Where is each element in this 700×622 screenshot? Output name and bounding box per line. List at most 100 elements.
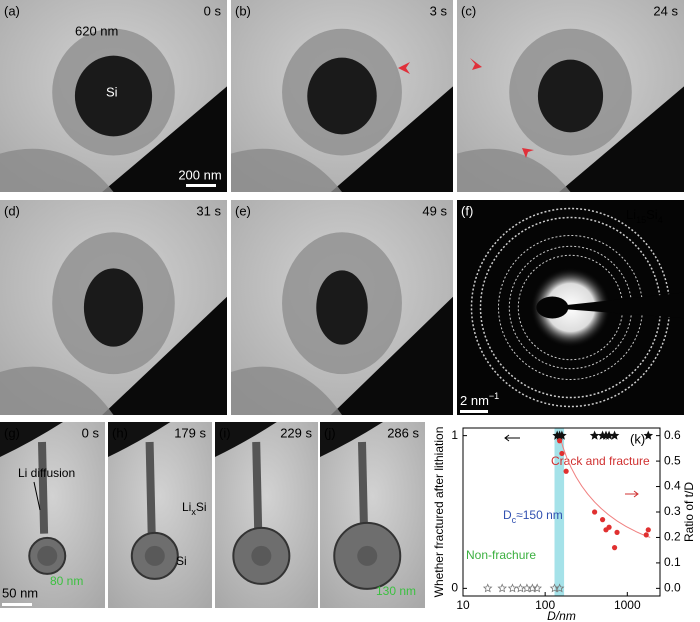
panel-time: 0 s (204, 3, 222, 18)
substrate (559, 86, 684, 192)
annotation-part: c (512, 515, 517, 525)
substrate-edge (0, 366, 114, 415)
panel-time: 24 s (653, 3, 678, 18)
arrow-right (625, 490, 639, 498)
panel-label: (d) (4, 203, 20, 218)
critical-band (554, 428, 565, 596)
data-point (482, 583, 493, 593)
annotation: Non-frachure (466, 548, 536, 562)
panel-label: (e) (235, 203, 251, 218)
scale-label: 50 nm (2, 585, 38, 600)
annotation-part: ≈150 nm (516, 508, 563, 522)
substrate (108, 422, 171, 457)
substrate (0, 422, 63, 457)
arrowhead (398, 62, 410, 74)
nanowire (358, 441, 369, 534)
data-point (497, 583, 507, 593)
particle-core (316, 270, 368, 345)
size-label: 130 nm (376, 584, 416, 598)
particle-core (357, 545, 378, 566)
particle-core (307, 57, 377, 135)
diffusion-arrow (33, 481, 41, 511)
panel-label: (i) (219, 425, 231, 440)
x-tick-label: 100 (535, 598, 555, 612)
shell-label-part: Li (182, 500, 191, 514)
panel-time: 3 s (430, 3, 448, 18)
panel-label: (a) (4, 3, 20, 18)
data-point (507, 583, 518, 593)
beam-stop (543, 292, 684, 319)
data-point (563, 468, 569, 474)
panel-label: (h) (112, 425, 128, 440)
panels: (a) 0 s (b) 3 s (c) 24 s (d) 31 s (e) 49 s (f) (g) 0… (0, 0, 684, 608)
y2-tick-label: 0.6 (664, 428, 681, 442)
data-point (557, 430, 567, 440)
particle-core (83, 268, 144, 347)
substrate (102, 296, 227, 415)
tem-image (0, 422, 105, 608)
scale-label: 200 nm (178, 167, 221, 182)
substrate-edge (457, 148, 571, 192)
y2-tick-label: 0.1 (664, 555, 681, 569)
scale-label-part: −1 (489, 391, 499, 401)
phase-label: Li15Si4 (626, 207, 663, 225)
y2-tick-label: 0.0 (664, 581, 681, 595)
nanowire (145, 441, 156, 534)
y-axis-label: Whether fractured after lithiation (432, 427, 446, 598)
substrate (102, 86, 227, 192)
scale-label-part: 2 nm (460, 393, 489, 408)
panel-label: (k) (630, 431, 645, 446)
particle-core (251, 545, 272, 566)
substrate (320, 422, 383, 457)
data-point (589, 430, 600, 440)
substrate (330, 86, 453, 192)
scale-bar (460, 410, 488, 413)
data-point (643, 532, 649, 538)
panel-label: (c) (461, 3, 476, 18)
data-point (611, 545, 618, 551)
beam-stop-tip (536, 296, 569, 319)
arrowhead (522, 148, 534, 158)
y-tick-label: 0 (451, 581, 458, 595)
substrate-edge (0, 148, 114, 192)
core-label: Si (176, 554, 187, 568)
particle-core (144, 545, 165, 566)
substrate (330, 296, 453, 415)
diffusion-label: Li diffusion (18, 466, 75, 480)
y2-tick-label: 0.5 (664, 453, 681, 467)
panel-time: 179 s (174, 425, 206, 440)
phase-label-part: 4 (658, 215, 663, 225)
panel-time: 31 s (196, 203, 221, 218)
shell-label-part: x (191, 507, 196, 517)
panel-label: (b) (235, 3, 251, 18)
panel-time: 49 s (422, 203, 447, 218)
scale-bar (186, 184, 216, 187)
data-point (532, 583, 542, 593)
panel-time: 0 s (82, 425, 100, 440)
annotation-part: D (503, 508, 512, 522)
panel-label: (j) (324, 425, 336, 440)
data-point (609, 430, 620, 440)
phase-label-part: 15 (636, 215, 646, 225)
annotation: Dc≈150 nm (503, 508, 563, 525)
nanowire (38, 441, 49, 534)
data-point (559, 450, 565, 457)
panel-time: 286 s (387, 425, 419, 440)
annotation: Crack and fracture (551, 454, 650, 468)
data-point (557, 438, 563, 444)
substrate (215, 422, 277, 457)
scale-bar (2, 603, 32, 606)
scale-label: 2 nm−1 (460, 391, 499, 408)
data-point (606, 524, 612, 530)
data-point (643, 430, 654, 440)
particle-core (537, 59, 604, 133)
size-label: 80 nm (50, 574, 83, 588)
nanowire (252, 441, 263, 534)
data-point (592, 509, 598, 515)
arrow-left (504, 434, 520, 442)
y2-tick-label: 0.2 (664, 530, 681, 544)
shell-label: LixSi (182, 500, 207, 517)
y2-axis-label: Ratio of t/D (682, 482, 696, 542)
size-label: 620 nm (75, 23, 118, 38)
